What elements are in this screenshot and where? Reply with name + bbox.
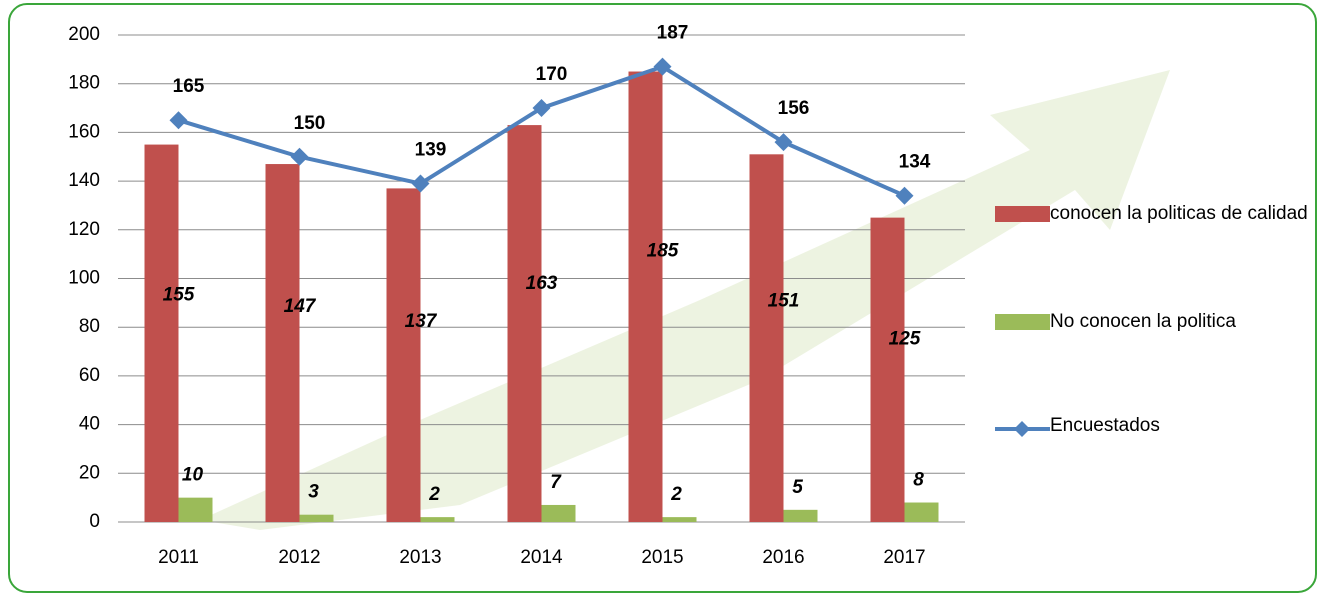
y-tick-label: 120 — [68, 219, 100, 240]
data-label: 187 — [657, 23, 689, 44]
line-marker — [290, 147, 309, 166]
x-tick-label: 2012 — [278, 547, 320, 568]
legend-label: conocen la politicas de calidad — [1050, 203, 1308, 224]
data-label: 147 — [284, 296, 317, 317]
legend-swatch — [995, 206, 1050, 222]
data-label: 137 — [405, 311, 438, 332]
data-label: 8 — [913, 470, 924, 491]
data-label: 150 — [294, 113, 326, 134]
bar — [420, 517, 455, 522]
line-marker — [653, 57, 672, 76]
bar — [662, 517, 697, 522]
data-label: 165 — [173, 76, 205, 97]
background-arrow — [200, 70, 1170, 530]
bar — [178, 497, 213, 522]
legend-item: Encuestados — [995, 412, 1315, 446]
legend-label: No conocen la politica — [1050, 311, 1236, 332]
data-label: 156 — [778, 98, 810, 119]
bar — [507, 125, 542, 522]
bar — [783, 509, 818, 522]
y-tick-label: 180 — [68, 73, 100, 94]
line-marker — [411, 174, 430, 193]
line-marker — [532, 99, 551, 118]
data-label: 5 — [792, 477, 803, 498]
data-label: 125 — [889, 328, 921, 349]
legend-item: conocen la politicas de calidad — [995, 200, 1315, 228]
data-label: 2 — [428, 484, 440, 505]
data-label: 155 — [163, 285, 195, 306]
data-label: 139 — [415, 140, 447, 161]
bar — [386, 188, 421, 522]
x-tick-label: 2013 — [399, 547, 441, 568]
y-tick-label: 160 — [68, 121, 100, 142]
data-label: 170 — [536, 64, 568, 85]
legend-swatch — [995, 314, 1050, 330]
y-tick-label: 140 — [68, 170, 100, 191]
x-tick-label: 2011 — [158, 547, 199, 568]
y-tick-label: 20 — [79, 462, 100, 483]
y-tick-label: 80 — [79, 316, 100, 337]
bar — [265, 164, 300, 522]
x-tick-label: 2014 — [520, 547, 563, 568]
data-label: 10 — [182, 465, 204, 486]
data-label: 134 — [899, 152, 931, 173]
y-tick-label: 0 — [89, 511, 100, 532]
bar — [628, 71, 663, 523]
y-tick-label: 200 — [68, 24, 100, 45]
line-marker — [774, 133, 793, 152]
bar — [904, 502, 939, 522]
legend-label: Encuestados — [1050, 415, 1160, 436]
bar — [541, 504, 576, 522]
legend-swatch — [995, 418, 1050, 446]
y-tick-label: 100 — [68, 268, 100, 289]
bar — [749, 154, 784, 522]
y-tick-label: 60 — [79, 365, 100, 386]
legend-item: No conocen la politica — [995, 308, 1315, 336]
y-tick-label: 40 — [79, 414, 100, 435]
data-label: 151 — [768, 290, 800, 311]
data-label: 163 — [526, 273, 558, 294]
x-tick-label: 2016 — [762, 547, 804, 568]
chart-border — [8, 3, 1317, 593]
data-label: 7 — [550, 472, 562, 493]
bar — [144, 144, 179, 522]
data-label: 3 — [308, 482, 319, 503]
data-label: 2 — [670, 484, 682, 505]
data-label: 185 — [647, 241, 679, 262]
line-marker — [895, 186, 914, 205]
x-tick-label: 2017 — [883, 547, 925, 568]
x-tick-label: 2015 — [641, 547, 683, 568]
line-marker — [169, 111, 188, 130]
bar — [299, 514, 334, 522]
legend-line — [995, 421, 1050, 437]
bar — [870, 217, 905, 522]
